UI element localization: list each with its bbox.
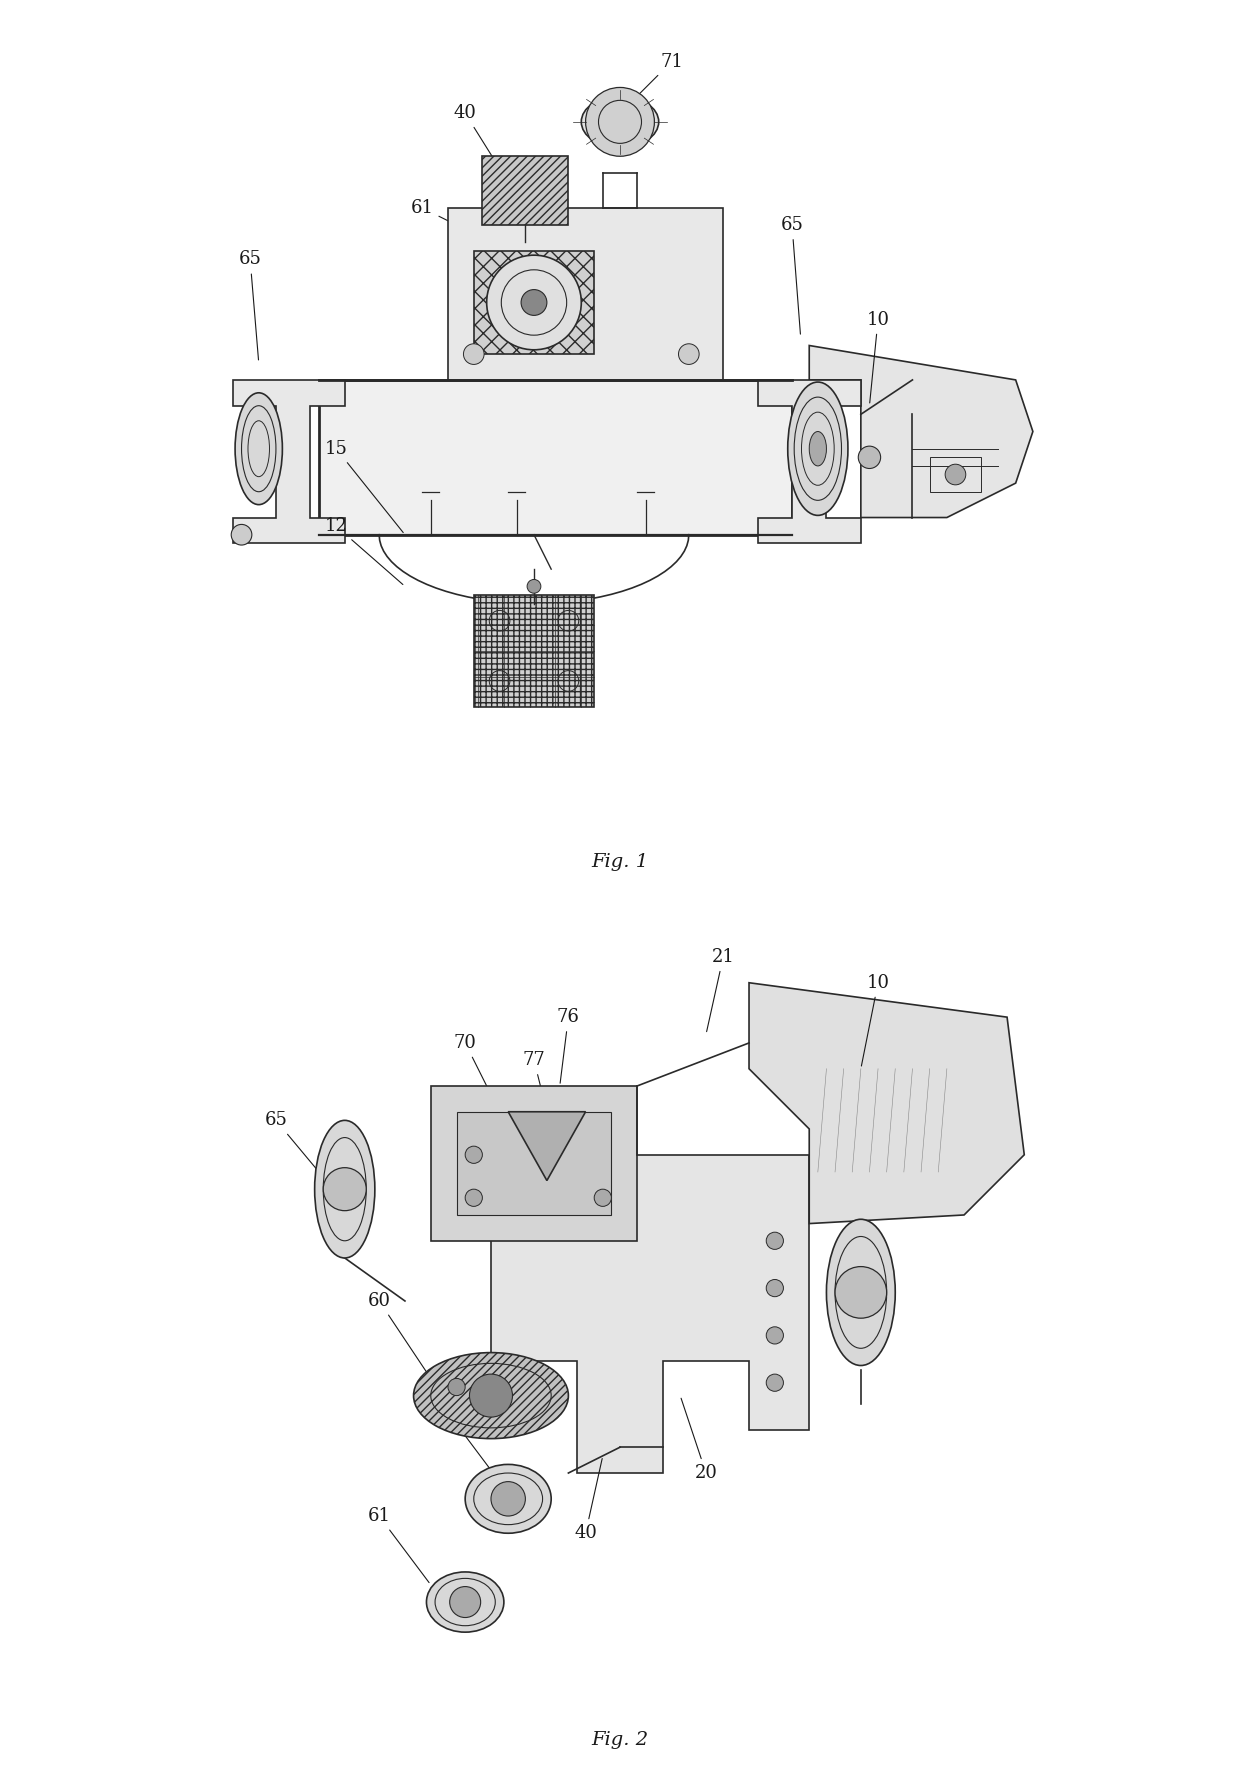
- Bar: [930, 457, 981, 491]
- Ellipse shape: [826, 1219, 895, 1366]
- Circle shape: [324, 1168, 366, 1211]
- Text: 20: 20: [681, 1398, 718, 1482]
- Text: 65: 65: [264, 1111, 317, 1170]
- Text: 40: 40: [574, 1459, 603, 1543]
- Text: 12: 12: [325, 518, 403, 584]
- Text: 15: 15: [325, 439, 403, 532]
- Text: 61: 61: [410, 199, 506, 249]
- Circle shape: [835, 1267, 887, 1319]
- Circle shape: [766, 1326, 784, 1344]
- Ellipse shape: [236, 392, 283, 505]
- Text: Fig. 2: Fig. 2: [591, 1731, 649, 1749]
- Bar: [456, 1111, 611, 1215]
- Ellipse shape: [315, 1120, 374, 1258]
- Polygon shape: [758, 380, 861, 543]
- Text: 21: 21: [707, 948, 734, 1032]
- Ellipse shape: [465, 1464, 552, 1534]
- Text: 40: 40: [454, 104, 507, 179]
- Text: 71: 71: [436, 1403, 498, 1480]
- Bar: [319, 380, 792, 534]
- Ellipse shape: [427, 1572, 503, 1633]
- Bar: [482, 156, 568, 226]
- Text: 70: 70: [454, 1034, 498, 1109]
- Circle shape: [766, 1279, 784, 1297]
- Circle shape: [465, 1147, 482, 1163]
- Ellipse shape: [810, 432, 826, 466]
- Circle shape: [521, 290, 547, 315]
- Polygon shape: [233, 380, 345, 543]
- Text: 60: 60: [367, 1292, 429, 1376]
- Circle shape: [766, 1374, 784, 1391]
- Ellipse shape: [414, 1353, 568, 1439]
- Circle shape: [491, 1482, 526, 1516]
- Circle shape: [858, 446, 880, 468]
- Bar: [474, 595, 594, 706]
- Text: 61: 61: [367, 1507, 429, 1582]
- Polygon shape: [430, 1086, 637, 1240]
- Bar: [474, 251, 594, 355]
- Circle shape: [465, 1190, 482, 1206]
- Circle shape: [450, 1586, 481, 1618]
- Circle shape: [585, 88, 655, 156]
- Circle shape: [470, 1374, 512, 1417]
- Bar: [448, 208, 723, 380]
- Circle shape: [464, 344, 484, 364]
- Text: 10: 10: [867, 310, 889, 403]
- Circle shape: [486, 254, 582, 349]
- Polygon shape: [749, 982, 1024, 1224]
- Circle shape: [231, 525, 252, 545]
- Text: 76: 76: [557, 1009, 580, 1082]
- Circle shape: [678, 344, 699, 364]
- Polygon shape: [491, 1154, 810, 1473]
- Circle shape: [527, 579, 541, 593]
- Text: Fig. 1: Fig. 1: [591, 853, 649, 871]
- Text: 65: 65: [781, 217, 804, 333]
- Text: 10: 10: [862, 973, 889, 1066]
- Text: 71: 71: [639, 52, 683, 95]
- Polygon shape: [810, 346, 1033, 518]
- Circle shape: [766, 1233, 784, 1249]
- Text: 60: 60: [656, 224, 701, 267]
- Ellipse shape: [787, 382, 848, 516]
- Circle shape: [448, 1378, 465, 1396]
- Ellipse shape: [582, 97, 658, 147]
- Circle shape: [945, 464, 966, 486]
- Polygon shape: [508, 1111, 585, 1181]
- Text: 65: 65: [238, 251, 262, 360]
- Circle shape: [594, 1190, 611, 1206]
- Text: 77: 77: [522, 1052, 551, 1125]
